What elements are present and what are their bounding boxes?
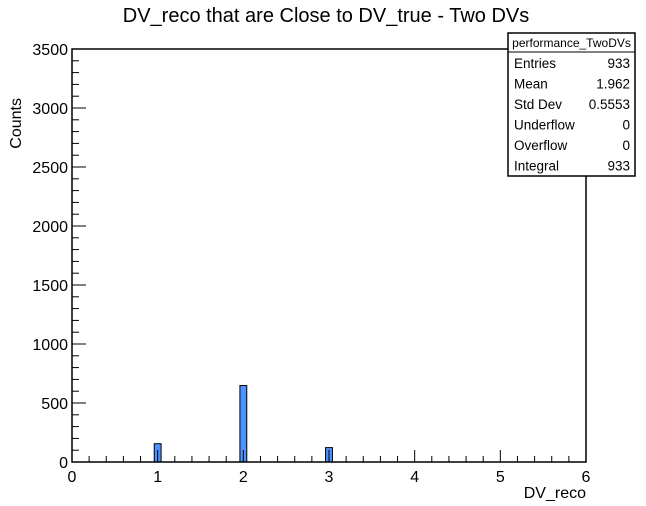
stats-value: 1.962 — [596, 77, 630, 92]
y-tick-label: 0 — [59, 455, 68, 472]
stats-box: performance_TwoDVs Entries 933 Mean 1.962 St… — [507, 32, 636, 177]
chart-title: DV_reco that are Close to DV_true - Two … — [123, 5, 529, 27]
y-tick-label: 1500 — [32, 278, 68, 295]
stats-value: 0 — [622, 118, 630, 133]
x-axis-label: DV_reco — [524, 485, 586, 502]
stats-value: 0 — [622, 138, 630, 153]
x-tick-label: 6 — [582, 469, 591, 486]
x-tick-label: 0 — [68, 469, 77, 486]
x-tick-label: 4 — [410, 469, 419, 486]
stats-box-title: performance_TwoDVs — [512, 36, 631, 50]
stats-box-border — [507, 32, 636, 177]
y-tick-label: 3500 — [32, 42, 68, 59]
y-tick-label: 3000 — [32, 101, 68, 118]
stats-label: Std Dev — [514, 97, 562, 112]
x-tick-label: 1 — [153, 469, 162, 486]
tick-labels: 0 1 2 3 4 5 6 0 500 1000 1500 2000 2500 3000 3500 — [32, 42, 590, 486]
stats-label: Mean — [514, 77, 548, 92]
stats-label: Integral — [514, 159, 559, 174]
stats-label: Underflow — [514, 118, 575, 133]
y-tick-label: 2500 — [32, 160, 68, 177]
y-tick-label: 2000 — [32, 219, 68, 236]
x-tick-label: 3 — [325, 469, 334, 486]
x-tick-label: 5 — [496, 469, 505, 486]
stats-value: 0.5553 — [589, 97, 630, 112]
stats-label: Overflow — [514, 138, 568, 153]
stats-rows: Entries 933 Mean 1.962 Std Dev 0.5553 Underflo… — [514, 56, 630, 174]
x-tick-label: 2 — [239, 469, 248, 486]
stats-value: 933 — [607, 159, 630, 174]
stats-label: Entries — [514, 56, 556, 71]
stats-value: 933 — [607, 56, 630, 71]
y-tick-label: 1000 — [32, 337, 68, 354]
plot-frame — [71, 48, 587, 463]
y-tick-label: 500 — [41, 396, 68, 413]
y-axis-label: Counts — [8, 98, 25, 149]
